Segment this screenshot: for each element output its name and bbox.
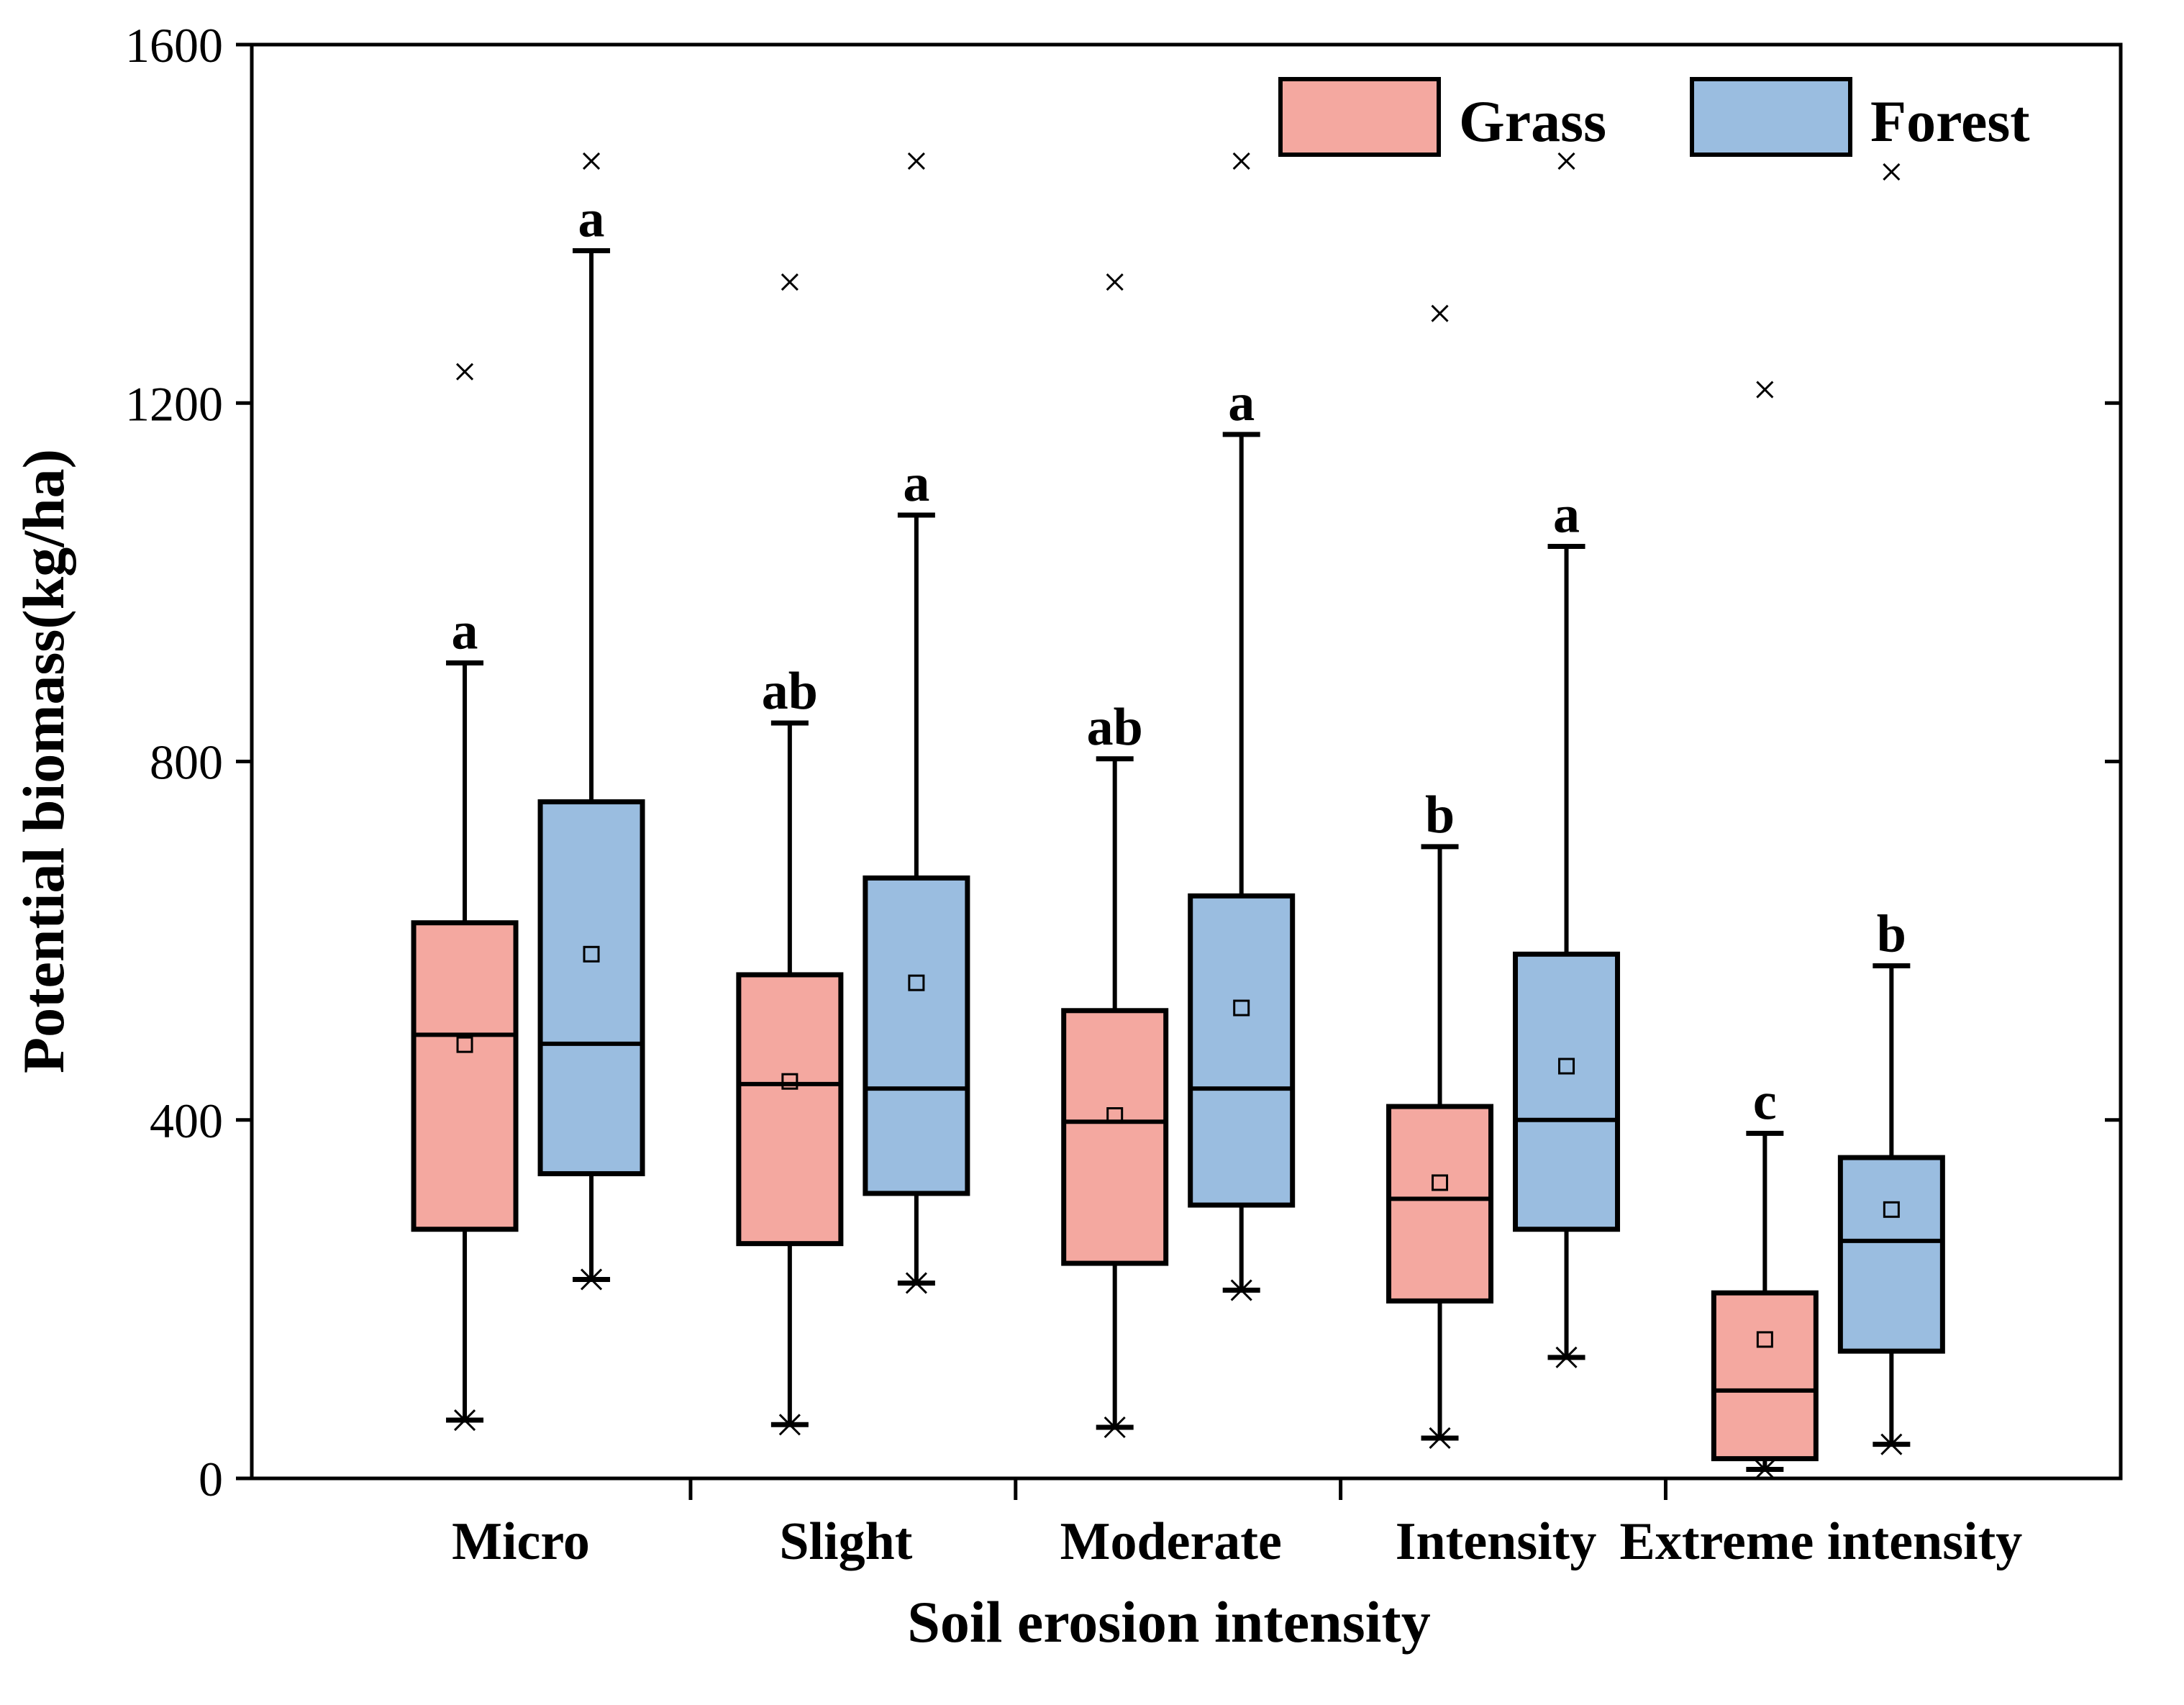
- legend-label-forest: Forest: [1870, 88, 2030, 154]
- box-mean-marker: [583, 945, 600, 963]
- box-mean-marker: [456, 1036, 473, 1053]
- outlier-point: [781, 273, 798, 291]
- y-tick-label: 0: [199, 1452, 223, 1506]
- box-mean-marker: [1756, 1331, 1773, 1348]
- x-tick-label: Moderate: [1060, 1512, 1282, 1571]
- min-marker: [1429, 1427, 1451, 1450]
- x-tick-label: Extreme intensity: [1620, 1512, 2023, 1571]
- significance-letter: c: [1753, 1072, 1777, 1131]
- box-mean-marker: [1558, 1058, 1575, 1075]
- outlier-point: [1557, 152, 1575, 170]
- outlier-point: [1431, 304, 1449, 322]
- outlier-point: [455, 363, 474, 381]
- box-iqr: [1061, 1008, 1169, 1266]
- x-axis: Micro Slight Moderate Intensity Extreme inte…: [452, 1478, 2022, 1571]
- significance-letter: b: [1425, 786, 1455, 845]
- significance-letter: a: [578, 189, 605, 248]
- significance-letter: b: [1877, 905, 1906, 964]
- box-mean-marker: [1883, 1201, 1900, 1218]
- y-tick-label: 800: [150, 735, 223, 790]
- min-marker: [453, 1409, 476, 1432]
- significance-letter: a: [1228, 373, 1255, 432]
- significance-letter: ab: [1087, 698, 1143, 757]
- significance-letter: a: [903, 454, 929, 513]
- min-marker: [1230, 1279, 1252, 1301]
- box-iqr: [1837, 1155, 1945, 1354]
- box-iqr: [537, 799, 645, 1176]
- min-marker: [1104, 1416, 1126, 1439]
- box-iqr: [863, 875, 970, 1196]
- outlier-point: [1883, 163, 1901, 181]
- min-marker: [905, 1272, 927, 1294]
- y-tick-label: 400: [150, 1094, 223, 1148]
- box-mean-marker: [908, 974, 925, 991]
- y-tick-label: 1600: [125, 18, 223, 73]
- box-iqr: [736, 972, 844, 1247]
- y-tick-label: 1200: [125, 376, 223, 431]
- x-tick-label: Slight: [779, 1512, 912, 1571]
- min-marker: [1754, 1458, 1776, 1481]
- x-tick-label: Intensity: [1396, 1512, 1597, 1571]
- box-iqr: [1711, 1290, 1819, 1462]
- significance-letter: a: [452, 601, 478, 660]
- outlier-point: [907, 152, 925, 170]
- significance-letter: a: [1553, 486, 1580, 545]
- min-marker: [778, 1414, 801, 1436]
- legend-label-grass: Grass: [1459, 88, 1606, 154]
- outlier-point: [1232, 152, 1250, 170]
- box-mean-marker: [1233, 999, 1250, 1017]
- box-iqr: [1513, 951, 1621, 1232]
- min-marker: [1880, 1433, 1903, 1455]
- y-axis-title: Potential biomass(kg/ha): [11, 449, 76, 1073]
- legend-swatch-grass: [1278, 77, 1441, 157]
- box-mean-marker: [1106, 1107, 1124, 1124]
- outlier-point: [1106, 273, 1124, 291]
- outlier-point: [1756, 381, 1774, 399]
- box-iqr: [411, 920, 519, 1232]
- box-iqr: [1188, 893, 1296, 1208]
- y-axis: 0 400 800 1200 1600: [125, 18, 2121, 1506]
- box-iqr: [1386, 1104, 1494, 1304]
- x-axis-title: Soil erosion intensity: [907, 1589, 1430, 1655]
- min-marker: [580, 1268, 603, 1291]
- outlier-point: [582, 152, 601, 170]
- legend: Grass Forest: [1278, 77, 2030, 157]
- box-mean-marker: [1432, 1174, 1449, 1191]
- min-marker: [1555, 1346, 1578, 1368]
- x-tick-label: Micro: [452, 1512, 590, 1571]
- box-mean-marker: [781, 1073, 798, 1090]
- significance-letter: ab: [762, 662, 818, 721]
- legend-swatch-forest: [1690, 77, 1852, 157]
